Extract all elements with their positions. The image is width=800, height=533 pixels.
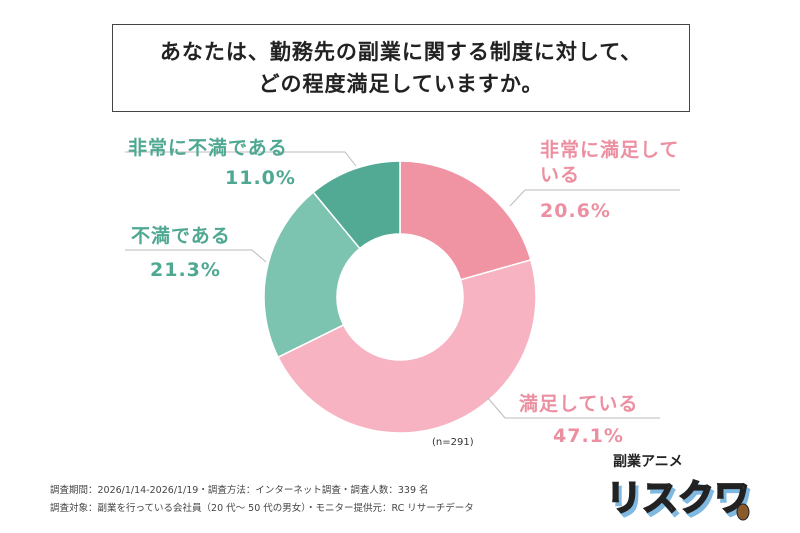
title-line-2: どの程度満足していますか。 <box>258 72 544 96</box>
logo-main-text: リスクワ <box>606 478 750 519</box>
leader-line-satisfied <box>487 397 660 419</box>
sample-size: (n=291) <box>432 437 474 448</box>
label-satisfied: 満足している <box>519 393 639 415</box>
slice-satisfied <box>277 258 537 434</box>
leader-line-dissatisfied <box>125 249 267 263</box>
logo-acorn-icon <box>736 503 750 521</box>
value-very-dissatisfied: 11.0% <box>225 167 296 189</box>
value-dissatisfied: 21.3% <box>150 259 221 281</box>
slice-very-dissatisfied <box>312 160 401 250</box>
label-dissatisfied: 不満である <box>131 225 231 247</box>
footer-line-1: 調査期間：2026/1/14-2026/1/19・調査方法：インターネット調査・… <box>50 485 429 496</box>
value-satisfied: 47.1% <box>553 425 624 447</box>
slice-very-satisfied <box>399 160 532 281</box>
label-very-dissatisfied: 非常に不満である <box>128 137 288 159</box>
leader-line-very-dissatisfied <box>125 151 357 167</box>
leader-lines <box>125 151 680 419</box>
logo-small-text: 副業アニメ <box>613 453 683 470</box>
title-line-1: あなたは、勤務先の副業に関する制度に対して、 <box>159 40 643 64</box>
risukuwa-logo: 副業アニメ リスクワ <box>605 453 751 521</box>
label-very-satisfied: 非常に満足している <box>540 139 680 186</box>
slice-dissatisfied <box>263 191 361 359</box>
footer-line-2: 調査対象：副業を行っている会社員（20 代～ 50 代の男女）・モニター提供元：… <box>50 503 474 514</box>
value-very-satisfied: 20.6% <box>540 200 611 222</box>
leader-line-very-satisfied <box>509 189 680 207</box>
question-title: あなたは、勤務先の副業に関する制度に対して、 どの程度満足していますか。 <box>112 24 690 112</box>
